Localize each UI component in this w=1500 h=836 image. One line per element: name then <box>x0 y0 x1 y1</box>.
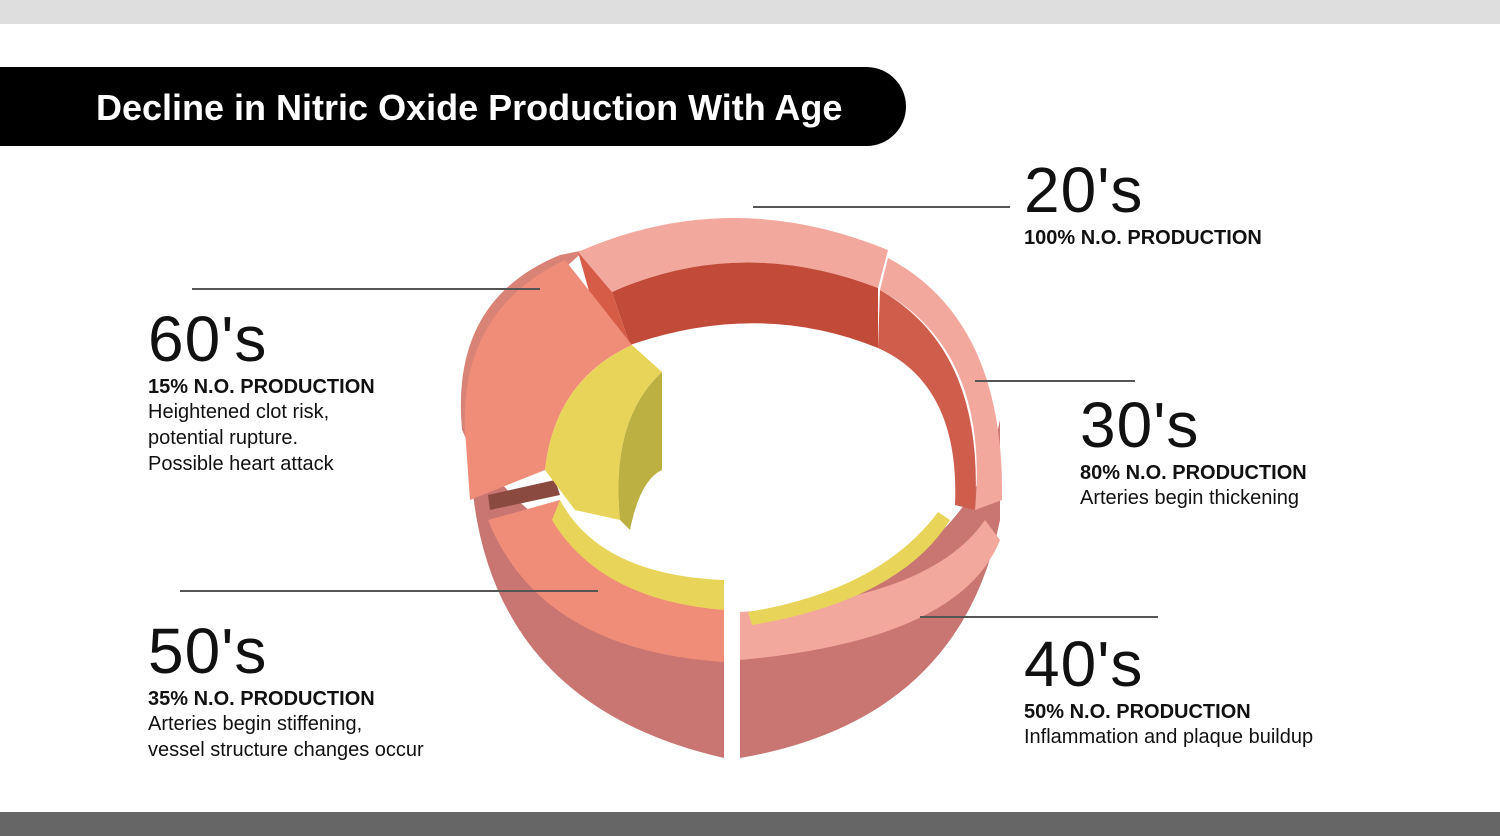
stage-30s-description-line-1: Arteries begin thickening <box>1080 487 1300 509</box>
stage-20s-label: 20's 100% N.O. PRODUCTION <box>1024 158 1262 250</box>
top-strip <box>0 0 1500 24</box>
stage-30s-label: 30's 80% N.O. PRODUCTION Arteries begin … <box>1080 393 1307 511</box>
stage-50s-decade: 50's <box>148 615 268 687</box>
stage-20s-decade: 20's <box>1024 154 1144 226</box>
leader-lines <box>180 206 1158 618</box>
segment-40s <box>740 512 1000 660</box>
stage-60s-production: 15% N.O. PRODUCTION <box>148 376 375 398</box>
stage-40s-production: 50% N.O. PRODUCTION <box>1024 701 1251 723</box>
stage-50s-description-line-2: vessel structure changes occur <box>148 739 424 761</box>
bottom-strip <box>0 812 1500 836</box>
segment-30s <box>878 258 1003 510</box>
segment-50s <box>488 480 724 662</box>
stage-60s-description-line-2: potential rupture. <box>148 427 299 449</box>
segment-20s <box>578 217 888 348</box>
stage-60s-description-line-1: Heightened clot risk, <box>148 401 330 423</box>
stage-30s-production: 80% N.O. PRODUCTION <box>1080 462 1307 484</box>
stage-40s-decade: 40's <box>1024 628 1144 700</box>
title-banner: Decline in Nitric Oxide Production With … <box>0 67 906 146</box>
stage-60s-decade: 60's <box>148 303 268 375</box>
stage-60s-label: 60's 15% N.O. PRODUCTION Heightened clot… <box>148 307 375 477</box>
stage-50s-description-line-1: Arteries begin stiffening, <box>148 713 363 735</box>
stage-30s-decade: 30's <box>1080 389 1200 461</box>
stage-50s-production: 35% N.O. PRODUCTION <box>148 688 375 710</box>
stage-40s-label: 40's 50% N.O. PRODUCTION Inflammation an… <box>1024 632 1313 750</box>
page-title: Decline in Nitric Oxide Production With … <box>96 87 843 128</box>
stage-20s-production: 100% N.O. PRODUCTION <box>1024 227 1262 249</box>
stage-40s-description-line-1: Inflammation and plaque buildup <box>1024 726 1314 748</box>
stage-50s-label: 50's 35% N.O. PRODUCTION Arteries begin … <box>148 619 424 763</box>
stage-60s-description-line-3: Possible heart attack <box>148 453 334 475</box>
segment-60s <box>464 260 662 530</box>
